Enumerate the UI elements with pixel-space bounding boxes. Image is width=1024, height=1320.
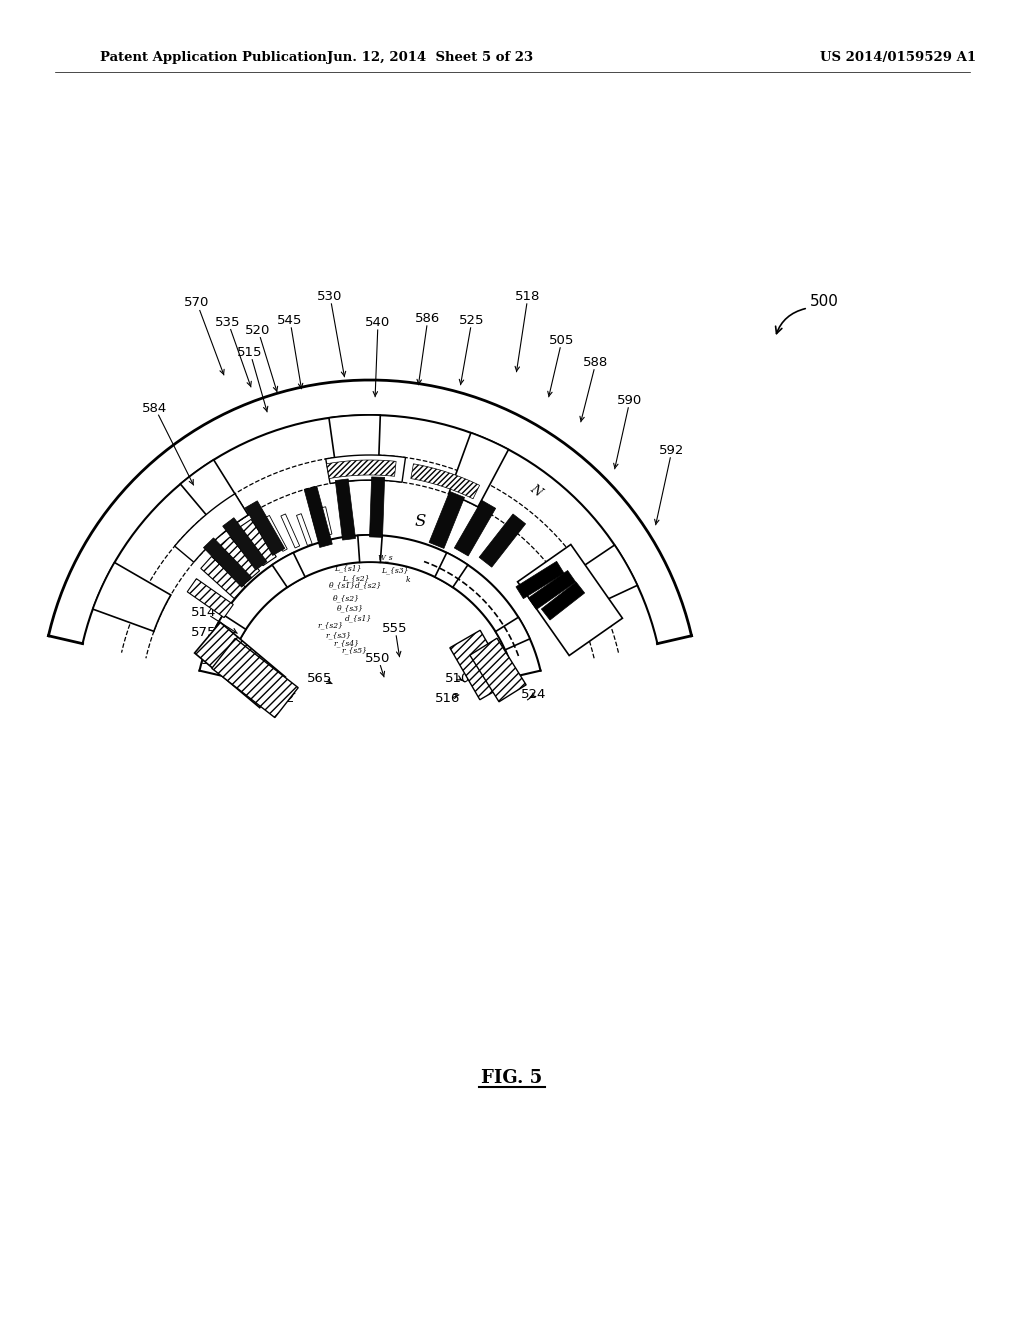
Polygon shape [297,513,312,545]
Text: r_{s5}: r_{s5} [341,645,367,653]
Text: θ_{s2}: θ_{s2} [333,594,359,602]
Polygon shape [218,537,260,581]
Text: 500: 500 [810,294,839,309]
Polygon shape [272,553,305,587]
Text: d_{s2}: d_{s2} [354,581,382,589]
Text: 565: 565 [307,672,333,685]
Polygon shape [175,494,248,562]
Text: 580: 580 [202,653,226,667]
Text: 570: 570 [184,297,210,309]
Polygon shape [335,479,355,540]
Text: 510: 510 [445,672,471,685]
Polygon shape [329,414,380,482]
Polygon shape [357,535,382,562]
Text: N: N [527,482,544,499]
Text: r_{s3}: r_{s3} [325,631,351,639]
Text: 524: 524 [521,689,547,701]
Text: 516: 516 [435,692,461,705]
Polygon shape [517,544,623,656]
Text: 592: 592 [659,444,685,457]
Text: θ_{s3}: θ_{s3} [337,605,364,612]
Polygon shape [245,500,285,556]
Polygon shape [327,459,396,479]
Text: r_{s2}: r_{s2} [317,620,343,630]
Text: k: k [406,576,411,583]
Polygon shape [281,513,300,548]
Text: W_s: W_s [377,553,393,561]
Polygon shape [222,517,267,570]
Text: 588: 588 [584,355,608,368]
Text: 545: 545 [278,314,303,326]
Text: 590: 590 [617,393,643,407]
Polygon shape [180,459,248,533]
Text: 522: 522 [481,678,507,692]
Text: 555: 555 [382,622,408,635]
Polygon shape [201,557,245,598]
Text: 530: 530 [317,289,343,302]
Text: Jun. 12, 2014  Sheet 5 of 23: Jun. 12, 2014 Sheet 5 of 23 [327,51,534,65]
Polygon shape [93,562,171,631]
Polygon shape [310,511,324,541]
Text: 540: 540 [366,315,390,329]
Polygon shape [435,553,468,587]
Polygon shape [496,618,529,649]
Polygon shape [326,455,406,483]
Polygon shape [195,622,286,708]
Text: Patent Application Publication: Patent Application Publication [100,51,327,65]
Text: FIG. 5: FIG. 5 [481,1069,543,1086]
Text: 582: 582 [270,692,296,705]
Text: 520: 520 [246,323,270,337]
Polygon shape [321,507,332,535]
Text: L_{s1}: L_{s1} [334,564,361,572]
Polygon shape [238,519,276,566]
Polygon shape [429,491,465,548]
Text: 512: 512 [243,681,267,694]
Text: r_{s4}: r_{s4} [333,639,359,647]
Polygon shape [265,516,288,552]
Text: L_{s3}: L_{s3} [381,566,409,574]
Polygon shape [455,500,496,556]
Text: 535: 535 [215,315,241,329]
Text: 550: 550 [366,652,391,664]
Text: US 2014/0159529 A1: US 2014/0159529 A1 [820,51,976,65]
Text: θ_{s1}: θ_{s1} [329,581,355,589]
Polygon shape [449,433,509,507]
Polygon shape [204,537,252,587]
Text: 525: 525 [459,314,484,326]
Polygon shape [542,582,585,620]
Text: S: S [415,513,426,531]
Polygon shape [528,570,575,610]
Polygon shape [411,463,479,499]
Text: 575: 575 [191,626,217,639]
Text: 515: 515 [238,346,263,359]
Text: 584: 584 [142,401,168,414]
Polygon shape [212,639,298,718]
Polygon shape [370,477,385,537]
Text: 518: 518 [515,289,541,302]
Text: 586: 586 [416,312,440,325]
Polygon shape [209,615,246,652]
Polygon shape [470,638,526,702]
Polygon shape [561,545,637,612]
Polygon shape [187,578,233,618]
Polygon shape [479,513,525,568]
Text: L_{s2}: L_{s2} [342,574,370,582]
Polygon shape [450,630,510,700]
Text: d_{s1}: d_{s1} [344,614,372,622]
Text: 514: 514 [191,606,217,619]
Polygon shape [304,486,332,548]
Polygon shape [516,561,564,599]
Text: 505: 505 [549,334,574,346]
